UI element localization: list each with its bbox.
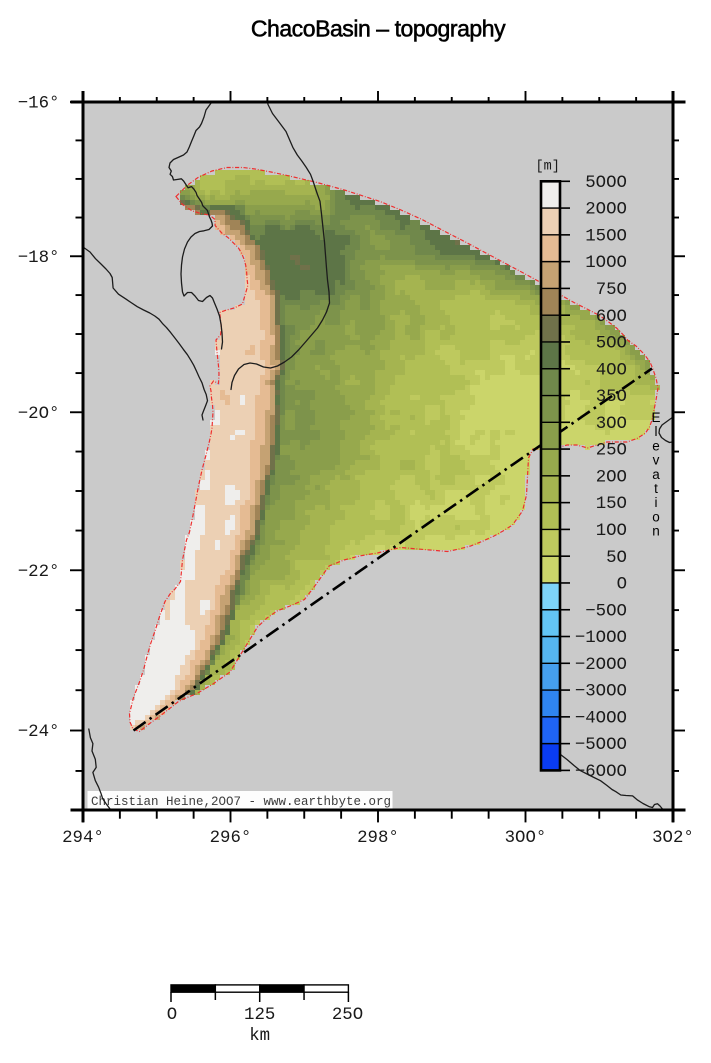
svg-text:t: t bbox=[654, 481, 658, 496]
svg-text:35O: 35O bbox=[596, 388, 627, 407]
svg-text:−2O°: −2O° bbox=[18, 405, 60, 424]
svg-text:−2OOO: −2OOO bbox=[575, 656, 627, 675]
svg-text:[m]: [m] bbox=[536, 160, 560, 175]
svg-text:Christian Heine,2OO7 - www.ear: Christian Heine,2OO7 - www.earthbyte.org bbox=[91, 795, 391, 809]
svg-text:296°: 296° bbox=[210, 829, 252, 848]
svg-text:−5OO: −5OO bbox=[585, 602, 627, 621]
svg-text:3OO: 3OO bbox=[596, 415, 627, 434]
svg-text:3O2°: 3O2° bbox=[652, 829, 694, 848]
svg-text:4OO: 4OO bbox=[596, 361, 627, 380]
svg-text:75O: 75O bbox=[596, 281, 627, 300]
svg-text:15OO: 15OO bbox=[585, 227, 627, 246]
svg-text:298°: 298° bbox=[357, 829, 399, 848]
svg-text:−16°: −16° bbox=[18, 95, 60, 114]
svg-text:−24°: −24° bbox=[18, 723, 60, 742]
svg-text:25O: 25O bbox=[596, 442, 627, 461]
svg-text:2OO: 2OO bbox=[596, 468, 627, 487]
svg-text:km: km bbox=[249, 1027, 270, 1046]
svg-text:i: i bbox=[655, 495, 658, 510]
svg-text:−3OOO: −3OOO bbox=[575, 683, 627, 702]
svg-text:O: O bbox=[617, 576, 627, 595]
svg-text:n: n bbox=[652, 524, 660, 539]
svg-text:e: e bbox=[652, 438, 660, 453]
svg-text:−1OOO: −1OOO bbox=[575, 629, 627, 648]
svg-text:3OO°: 3OO° bbox=[505, 829, 547, 848]
svg-text:294°: 294° bbox=[62, 829, 104, 848]
svg-text:v: v bbox=[653, 453, 660, 468]
svg-text:5O: 5O bbox=[606, 549, 627, 568]
svg-text:E: E bbox=[651, 410, 660, 425]
svg-text:1OOO: 1OOO bbox=[585, 254, 627, 273]
svg-text:15O: 15O bbox=[596, 495, 627, 514]
svg-text:2OOO: 2OOO bbox=[585, 201, 627, 220]
svg-text:5OOO: 5OOO bbox=[585, 174, 627, 193]
svg-text:−5OOO: −5OOO bbox=[575, 736, 627, 755]
svg-text:5OO: 5OO bbox=[596, 335, 627, 354]
svg-text:6OO: 6OO bbox=[596, 308, 627, 327]
svg-text:−4OOO: −4OOO bbox=[575, 709, 627, 728]
svg-text:ChacoBasin – topography: ChacoBasin – topography bbox=[251, 16, 506, 42]
svg-text:−6OOO: −6OOO bbox=[575, 763, 627, 782]
svg-text:a: a bbox=[652, 467, 660, 482]
svg-text:O: O bbox=[167, 1006, 177, 1025]
svg-text:125: 125 bbox=[244, 1006, 275, 1025]
svg-text:1OO: 1OO bbox=[596, 522, 627, 541]
svg-text:−22°: −22° bbox=[18, 563, 60, 582]
svg-text:25O: 25O bbox=[332, 1006, 363, 1025]
svg-text:o: o bbox=[652, 509, 660, 524]
svg-text:l: l bbox=[655, 424, 658, 439]
svg-text:−18°: −18° bbox=[18, 249, 60, 268]
